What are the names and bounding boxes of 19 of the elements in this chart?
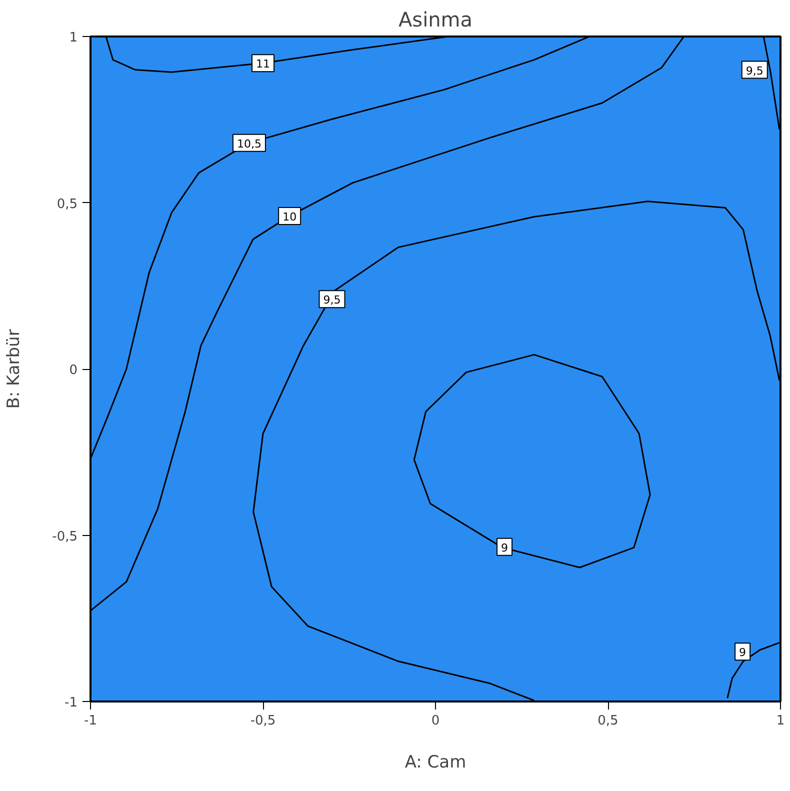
x-tick-label: 0: [431, 714, 440, 728]
y-tick-label: 0: [69, 363, 78, 378]
y-tick-label: -0,5: [52, 529, 78, 544]
annotation: 11: [256, 58, 270, 71]
annotation: 9,5: [746, 64, 764, 78]
x-tick-label: -1: [84, 714, 97, 728]
annotation: 9,5: [323, 294, 341, 307]
x-tick-label: 0,5: [598, 714, 618, 728]
annotation: 9: [739, 646, 746, 660]
y-tick-label: 0,5: [56, 196, 78, 212]
y-axis-title: B: Karbür: [4, 329, 24, 409]
annotation: 10: [282, 210, 297, 224]
x-tick-label: -0,5: [250, 714, 276, 728]
y-tick-label: 1: [69, 30, 78, 46]
y-tick-label: -1: [64, 696, 78, 710]
chart-title: Asinma: [398, 8, 473, 32]
x-tick-label: 1: [776, 714, 785, 728]
annotation: 9: [501, 541, 508, 554]
x-axis-title: A: Cam: [404, 752, 466, 772]
